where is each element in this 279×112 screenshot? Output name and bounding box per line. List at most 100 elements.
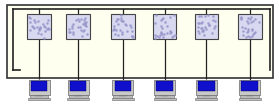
Bar [119, 96, 127, 97]
Point [81, 30, 86, 32]
Point [197, 15, 201, 17]
Point [80, 30, 85, 32]
Point [199, 23, 203, 25]
Point [70, 26, 74, 28]
Point [249, 17, 254, 19]
Point [45, 23, 50, 25]
Point [84, 22, 88, 24]
Bar [68, 81, 89, 95]
Point [153, 23, 158, 25]
Point [43, 31, 47, 33]
Point [252, 32, 257, 34]
Bar [153, 15, 176, 39]
Point [251, 21, 256, 23]
Point [161, 18, 166, 19]
Point [130, 37, 135, 39]
Bar [156, 82, 173, 91]
Point [204, 29, 208, 30]
Point [169, 32, 173, 33]
Point [207, 25, 212, 26]
Point [153, 35, 157, 37]
Point [36, 33, 40, 35]
Point [246, 36, 250, 38]
Point [207, 25, 211, 27]
Point [71, 34, 75, 36]
Point [46, 20, 50, 22]
Point [246, 18, 250, 20]
Point [242, 27, 247, 29]
Bar [112, 81, 133, 95]
Point [77, 20, 82, 22]
Point [160, 34, 165, 36]
Point [79, 19, 83, 21]
Point [202, 34, 207, 36]
Point [167, 16, 172, 18]
Point [154, 36, 159, 38]
Point [69, 28, 74, 30]
Point [45, 28, 50, 30]
Point [196, 23, 201, 25]
Point [200, 22, 204, 24]
Point [81, 24, 85, 26]
Bar [74, 96, 82, 97]
Bar [7, 6, 273, 78]
Bar [203, 96, 210, 97]
Point [123, 24, 128, 26]
Point [200, 27, 204, 29]
Point [114, 30, 119, 32]
Point [45, 29, 50, 31]
Point [200, 30, 205, 32]
Point [39, 33, 43, 35]
Point [29, 25, 34, 27]
Bar [196, 81, 217, 95]
Point [117, 30, 122, 31]
Point [116, 18, 120, 20]
Bar [115, 82, 131, 91]
Point [76, 19, 80, 21]
Point [36, 21, 40, 23]
Point [248, 19, 253, 21]
Bar [112, 98, 134, 100]
Point [154, 15, 158, 17]
Point [83, 24, 87, 26]
Point [168, 32, 173, 34]
Point [37, 28, 42, 30]
Bar [240, 95, 259, 98]
Bar [27, 15, 51, 39]
Point [38, 28, 42, 29]
Point [114, 19, 119, 21]
Bar [196, 98, 217, 100]
Point [158, 32, 163, 34]
Point [84, 26, 88, 28]
Point [27, 16, 32, 18]
Point [116, 24, 120, 25]
Point [119, 15, 123, 17]
Point [31, 27, 35, 29]
Bar [69, 95, 88, 98]
Bar [198, 82, 215, 91]
Point [245, 32, 249, 34]
Bar [70, 82, 86, 91]
Point [153, 38, 158, 39]
Point [238, 17, 243, 19]
Point [71, 31, 76, 33]
Point [199, 16, 203, 18]
Point [251, 34, 255, 36]
Point [211, 20, 216, 22]
Point [241, 31, 245, 33]
Point [38, 27, 42, 28]
Bar [29, 81, 50, 95]
Point [250, 36, 255, 37]
Point [210, 33, 214, 35]
Bar [154, 81, 175, 95]
Point [253, 19, 258, 21]
Point [28, 29, 32, 31]
Point [31, 28, 36, 30]
Point [170, 36, 174, 38]
Bar [154, 98, 175, 100]
Point [199, 31, 204, 33]
Bar [67, 98, 89, 100]
Point [250, 29, 254, 31]
Point [42, 38, 46, 39]
Point [157, 36, 162, 38]
